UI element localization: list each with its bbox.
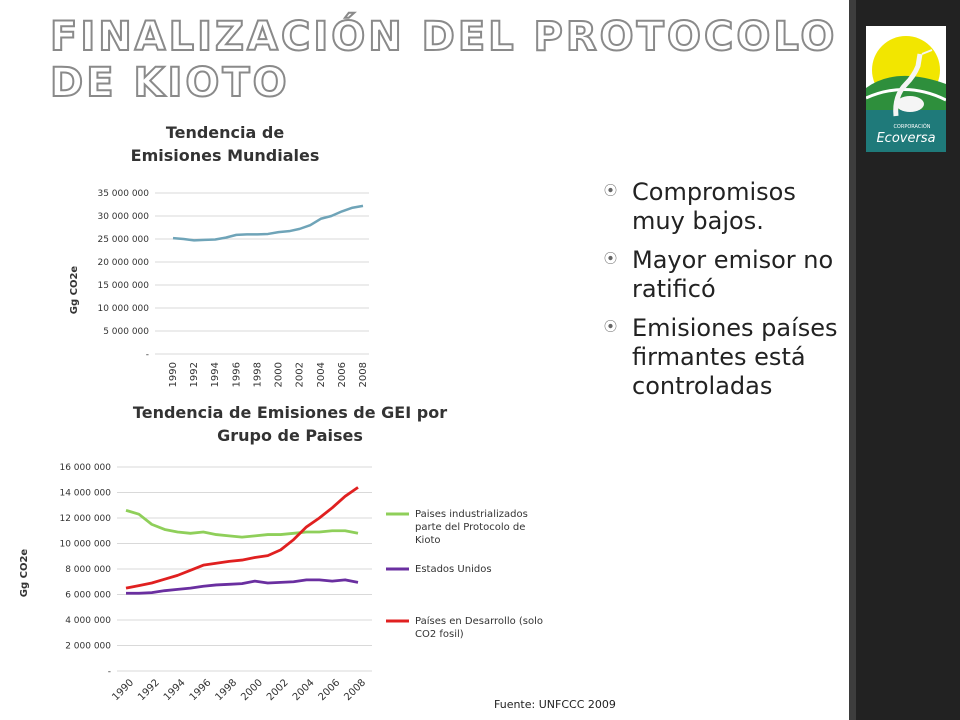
chart1-title-line-1: Tendencia de (166, 123, 285, 142)
x-tick-label: 2004 (291, 677, 317, 703)
logo-text-top: CORPORACIÓN (893, 123, 930, 130)
x-tick-label: 2004 (316, 362, 327, 387)
y-tick-label: - (108, 667, 111, 677)
x-tick-label: 1994 (210, 362, 221, 387)
chart2-legend: Paises industrializados parte del Protoco… (386, 509, 543, 640)
chart2-title-line-2: Grupo de Paises (217, 426, 363, 445)
y-tick-label: 2 000 000 (65, 642, 111, 652)
y-tick-label: 20 000 000 (97, 258, 149, 268)
y-tick-label: 16 000 000 (59, 463, 111, 473)
legend-label: Kioto (415, 535, 441, 546)
ecoversa-logo: CORPORACIÓN Ecoversa (865, 26, 947, 152)
y-tick-label: 10 000 000 (59, 540, 111, 550)
bullet-text: Mayor emisor no ratificó (632, 246, 834, 303)
bullet-icon: ⦿ (604, 252, 618, 267)
x-tick-label: 1992 (136, 677, 162, 703)
legend-label: parte del Protocolo de (415, 522, 525, 533)
y-tick-label: 14 000 000 (59, 489, 111, 499)
x-tick-label: 2000 (239, 677, 265, 703)
chart1-lines (172, 204, 364, 242)
series-line (125, 486, 359, 590)
slide-title: Finalización del Protocolo de Kioto (49, 13, 838, 107)
x-tick-label: 2002 (295, 362, 306, 387)
bullet-item: ⦿ Emisiones países firmantes está control… (604, 314, 844, 401)
x-tick-label: 2000 (274, 362, 285, 387)
x-tick-label: 1992 (189, 362, 200, 387)
y-tick-label: 6 000 000 (65, 591, 111, 601)
bullet-item: ⦿ Mayor emisor no ratificó (604, 246, 844, 304)
chart2-y-axis-label: Gg CO2e (19, 549, 30, 598)
bullet-item: ⦿ Compromisos muy bajos. (604, 178, 844, 236)
series-line (172, 204, 364, 242)
bullet-icon: ⦿ (604, 320, 618, 335)
source-note: Fuente: UNFCCC 2009 (494, 698, 616, 711)
x-tick-label: 2006 (337, 362, 348, 387)
chart-emissions-by-group: - 2 000 000 4 000 000 6 000 000 8 000 000 10 … (19, 403, 543, 703)
chart1-y-axis-label: Gg CO2e (69, 266, 80, 315)
chart1-grid (155, 192, 369, 355)
y-tick-label: 8 000 000 (65, 565, 111, 575)
legend-label: Estados Unidos (415, 564, 492, 575)
logo-graphic: CORPORACIÓN Ecoversa (865, 26, 947, 152)
x-tick-label: 1996 (231, 362, 242, 387)
chart2-title-line-1: Tendencia de Emisiones de GEI por (133, 403, 447, 422)
bullet-icon: ⦿ (604, 184, 618, 199)
bullet-text: Compromisos muy bajos. (632, 178, 796, 235)
chart2-axes: - 2 000 000 4 000 000 6 000 000 8 000 000 10 … (59, 463, 368, 703)
y-tick-label: 12 000 000 (59, 514, 111, 524)
y-tick-label: 5 000 000 (103, 327, 149, 337)
chart2-lines (125, 486, 359, 595)
y-tick-label: 35 000 000 (97, 189, 149, 199)
series-line (125, 509, 359, 539)
x-tick-label: 1994 (162, 677, 188, 703)
chart2-grid (117, 466, 372, 672)
y-tick-label: 30 000 000 (97, 212, 149, 222)
x-tick-label: 2002 (265, 677, 291, 703)
bullet-text: Emisiones países firmantes está controla… (632, 314, 838, 400)
x-tick-label: 2008 (342, 677, 368, 703)
chart1-axes: - 5 000 000 10 000 000 15 000 000 20 000 000… (97, 189, 369, 387)
y-tick-label: 15 000 000 (97, 281, 149, 291)
logo-text-main: Ecoversa (876, 131, 935, 146)
x-tick-label: 1998 (252, 362, 263, 387)
chart1-title-line-2: Emisiones Mundiales (131, 146, 320, 165)
x-tick-label: 1990 (168, 362, 179, 387)
bullet-list: ⦿ Compromisos muy bajos. ⦿ Mayor emisor no… (604, 178, 844, 411)
sidebar-stripe (849, 0, 856, 720)
x-tick-label: 2006 (317, 677, 343, 703)
chart-world-emissions: - 5 000 000 10 000 000 15 000 000 20 000 000… (69, 123, 369, 387)
y-tick-label: - (146, 350, 149, 360)
x-tick-label: 1996 (188, 677, 214, 703)
legend-label: CO2 fosil) (415, 629, 464, 640)
y-tick-label: 10 000 000 (97, 304, 149, 314)
legend-label: Paises industrializados (415, 509, 528, 520)
logo-water (866, 110, 946, 152)
series-line (126, 578, 359, 595)
x-tick-label: 2008 (358, 362, 369, 387)
legend-label: Países en Desarrollo (solo (415, 615, 543, 627)
x-tick-label: 1998 (213, 677, 239, 703)
x-tick-label: 1990 (110, 677, 136, 703)
y-tick-label: 4 000 000 (65, 616, 111, 626)
y-tick-label: 25 000 000 (97, 235, 149, 245)
